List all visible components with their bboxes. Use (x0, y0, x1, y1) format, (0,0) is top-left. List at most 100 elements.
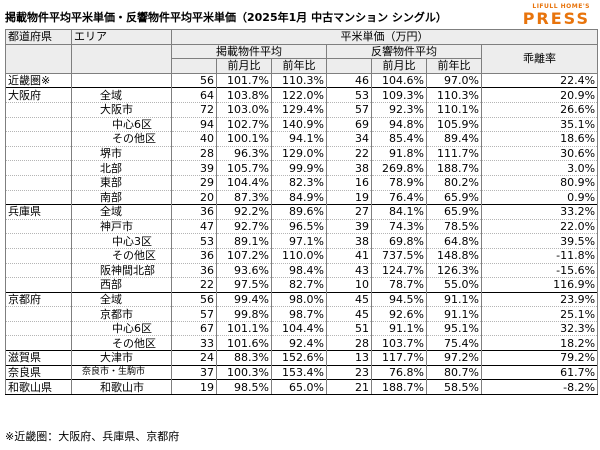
cell-response-mom: 76.8% (371, 364, 427, 380)
table-row: 北部 39 105.7% 99.9% 38 269.8% 188.7% 3.0% (5, 160, 599, 176)
cell-listing-mom: 93.6% (216, 262, 272, 278)
cell-prefecture (5, 101, 72, 118)
cell-prefecture (5, 174, 72, 191)
cell-divergence: 20.9% (480, 87, 599, 103)
cell-response-price: 43 (326, 262, 372, 278)
cell-response-price: 34 (326, 131, 372, 147)
cell-response-mom: 74.3% (371, 218, 427, 234)
table-row: 大阪市 72 103.0% 129.4% 57 92.3% 110.1% 26.6% (5, 101, 599, 118)
cell-listing-mom: 99.4% (216, 291, 272, 307)
cell-prefecture (5, 247, 72, 263)
cell-listing-yoy: 99.9% (271, 160, 327, 176)
cell-listing-yoy: 122.0% (271, 87, 327, 103)
cell-listing-price: 20 (171, 189, 217, 205)
cell-divergence: -8.2% (480, 379, 599, 395)
cell-response-yoy: 80.2% (426, 174, 482, 191)
table-row: 和歌山県 和歌山市 19 98.5% 65.0% 21 188.7% 58.5% -8.2% (5, 379, 599, 395)
cell-area: 全域 (71, 291, 172, 307)
table-row: 東部 29 104.4% 82.3% 16 78.9% 80.2% 80.9% (5, 174, 599, 191)
cell-listing-mom: 101.7% (216, 72, 272, 88)
cell-listing-mom: 92.7% (216, 218, 272, 234)
cell-response-yoy: 110.3% (426, 87, 482, 103)
cell-prefecture (5, 306, 72, 322)
cell-listing-yoy: 97.1% (271, 233, 327, 249)
cell-listing-mom: 100.1% (216, 131, 272, 147)
cell-listing-mom: 88.3% (216, 350, 272, 366)
cell-listing-price: 19 (171, 379, 217, 395)
cell-area: 京都市 (71, 306, 172, 322)
cell-response-price: 41 (326, 247, 372, 263)
header-pref: 都道府県 (5, 29, 72, 45)
cell-listing-mom: 100.3% (216, 364, 272, 380)
cell-divergence: 18.2% (480, 335, 599, 351)
cell-prefecture: 滋賀県 (5, 350, 72, 366)
cell-listing-yoy: 96.5% (271, 218, 327, 234)
table-row: 滋賀県 大津市 24 88.3% 152.6% 13 117.7% 97.2% 79.2% (5, 350, 599, 366)
table-row: その他区 40 100.1% 94.1% 34 85.4% 89.4% 18.6% (5, 131, 599, 147)
cell-response-mom: 94.5% (371, 291, 427, 307)
cell-divergence: 32.3% (480, 320, 599, 336)
cell-divergence: 61.7% (480, 364, 599, 380)
cell-response-yoy: 65.9% (426, 204, 482, 220)
cell-response-yoy: 95.1% (426, 320, 482, 336)
cell-response-yoy: 89.4% (426, 131, 482, 147)
cell-response-mom: 85.4% (371, 131, 427, 147)
table-row: その他区 33 101.6% 92.4% 28 103.7% 75.4% 18.2% (5, 335, 599, 351)
cell-response-price: 45 (326, 306, 372, 322)
cell-response-yoy: 65.9% (426, 189, 482, 205)
cell-listing-mom: 107.2% (216, 247, 272, 263)
cell-divergence: 22.0% (480, 218, 599, 234)
cell-divergence: 25.1% (480, 306, 599, 322)
cell-response-mom: 188.7% (371, 379, 427, 395)
cell-area: 奈良市・生駒市 (71, 364, 172, 380)
table-row: 近畿圏※ 56 101.7% 110.3% 46 104.6% 97.0% 22.4% (5, 72, 599, 88)
cell-listing-price: 47 (171, 218, 217, 234)
brand-logo: LIFULL HOME'S PRESS (523, 3, 590, 27)
cell-response-price: 13 (326, 350, 372, 366)
cell-prefecture: 和歌山県 (5, 379, 72, 395)
table-row: 阪神間北部 36 93.6% 98.4% 43 124.7% 126.3% -15.6% (5, 262, 599, 278)
cell-response-yoy: 75.4% (426, 335, 482, 351)
cell-response-mom: 269.8% (371, 160, 427, 176)
cell-listing-price: 40 (171, 131, 217, 147)
cell-response-mom: 124.7% (371, 262, 427, 278)
header-divergence: 乖離率 (480, 43, 599, 74)
cell-listing-mom: 101.1% (216, 320, 272, 336)
cell-listing-yoy: 94.1% (271, 131, 327, 147)
report-title: 掲載物件平均平米単価・反響物件平均平米単価（2025年1月 中古マンション シン… (5, 11, 447, 24)
cell-divergence: 33.2% (480, 204, 599, 220)
cell-response-mom: 117.7% (371, 350, 427, 366)
cell-prefecture (5, 262, 72, 278)
cell-prefecture (5, 277, 72, 293)
cell-area: 東部 (71, 174, 172, 191)
cell-listing-price: 94 (171, 116, 217, 132)
cell-area: 西部 (71, 277, 172, 293)
header-response-mom: 前月比 (371, 58, 427, 74)
cell-divergence: 0.9% (480, 189, 599, 205)
cell-response-mom: 69.8% (371, 233, 427, 249)
cell-response-mom: 92.3% (371, 101, 427, 118)
cell-listing-yoy: 89.6% (271, 204, 327, 220)
cell-listing-yoy: 110.3% (271, 72, 327, 88)
cell-response-mom: 78.7% (371, 277, 427, 293)
cell-prefecture: 大阪府 (5, 87, 72, 103)
cell-response-yoy: 97.0% (426, 72, 482, 88)
cell-response-price: 27 (326, 204, 372, 220)
cell-response-price: 38 (326, 233, 372, 249)
cell-response-yoy: 91.1% (426, 306, 482, 322)
cell-listing-yoy: 82.7% (271, 277, 327, 293)
cell-response-yoy: 80.7% (426, 364, 482, 380)
cell-response-yoy: 58.5% (426, 379, 482, 395)
cell-response-mom: 76.4% (371, 189, 427, 205)
cell-area: 和歌山市 (71, 379, 172, 395)
header-listing-yoy: 前年比 (271, 58, 327, 74)
cell-response-price: 21 (326, 379, 372, 395)
cell-divergence: 39.5% (480, 233, 599, 249)
cell-listing-price: 22 (171, 277, 217, 293)
cell-prefecture: 兵庫県 (5, 204, 72, 220)
cell-listing-yoy: 92.4% (271, 335, 327, 351)
cell-listing-price: 29 (171, 174, 217, 191)
cell-listing-yoy: 98.7% (271, 306, 327, 322)
cell-divergence: 80.9% (480, 174, 599, 191)
table-row: 兵庫県 全域 36 92.2% 89.6% 27 84.1% 65.9% 33.2% (5, 204, 599, 220)
